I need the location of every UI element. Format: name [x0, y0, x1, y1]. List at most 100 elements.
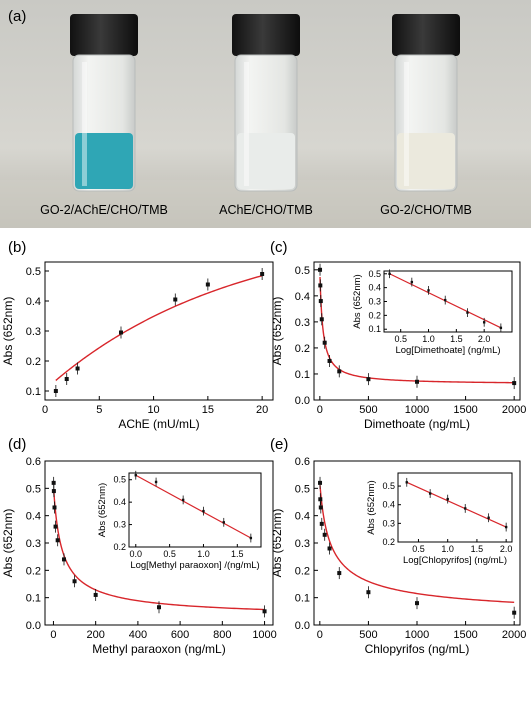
chart-c-x-tick-label: 1000 — [405, 404, 429, 416]
vial-2-liquid — [237, 133, 295, 189]
panel-label-a: (a) — [8, 8, 26, 25]
chart-b-fit-curve — [55, 275, 263, 382]
chart-c-y-tick-label: 0.5 — [295, 265, 310, 277]
panel-label-c: (c) — [270, 239, 288, 256]
chart-c-y-tick-label: 0.3 — [295, 317, 310, 329]
vial-3 — [392, 14, 460, 192]
chart-d-y-tick-label: 0.1 — [26, 593, 41, 605]
chart-c-inset-y-tick-label: 0.3 — [368, 297, 381, 307]
vial-3-cap — [392, 14, 460, 56]
chart-e-fit-curve — [319, 485, 515, 604]
chart-b-x-tick-label: 5 — [96, 404, 102, 416]
chart-e-y-axis-label: Abs (652nm) — [270, 509, 284, 578]
chart-c-x-tick-label: 0 — [317, 404, 323, 416]
vial-1-liquid — [75, 133, 133, 189]
vials-photo: (a) GO-2/AChE/CHO/TMB AChE/CHO/TMB GO-2/… — [0, 0, 531, 228]
chart-b-data-point — [119, 330, 123, 335]
chart-e-inset-data-point — [504, 525, 508, 529]
chart-e-inset-y-axis-label: Abs (652nm) — [366, 480, 377, 534]
chart-d-inset-y-tick-label: 0.3 — [113, 520, 126, 530]
chart-e-inset-data-point — [446, 497, 449, 501]
chart-e: (e) 0 500 1000 1500 2000 0.0 0.1 0.2 0.3 0.4 0.5 0.6… — [270, 436, 526, 656]
chart-e-inset-x-tick-label: 1.0 — [441, 544, 454, 554]
panel-label-d: (d) — [8, 436, 26, 453]
chart-d-inset-y-tick-label: 0.5 — [113, 475, 126, 485]
chart-b-y-tick-label: 0.1 — [26, 386, 41, 398]
chart-e-data-point — [318, 480, 323, 485]
vial-3-label: GO-2/CHO/TMB — [380, 203, 472, 217]
vial-1-label: GO-2/AChE/CHO/TMB — [40, 203, 168, 217]
vial-2-label: AChE/CHO/TMB — [219, 203, 313, 217]
chart-e-data-point — [337, 571, 342, 576]
chart-e-inset-y-tick-label: 0.4 — [382, 500, 395, 510]
chart-d-inset-fit-line — [135, 474, 252, 539]
vial-1 — [70, 14, 138, 192]
chart-d-data-point — [93, 592, 98, 597]
chart-c-inset-x-axis-label: Log[Dimethoate] (ng/mL) — [395, 345, 500, 356]
chart-e-data-point — [415, 601, 419, 606]
chart-e-data-point — [318, 505, 323, 510]
chart-d-x-tick-label: 1000 — [252, 629, 276, 641]
vial-3-highlight — [404, 62, 409, 186]
chart-d-x-tick-label: 0 — [50, 629, 56, 641]
chart-e-inset-data-point — [464, 507, 467, 510]
chart-e-y-tick-label: 0.3 — [295, 538, 310, 550]
chart-d-y-tick-label: 0.4 — [26, 511, 41, 523]
chart-d-y-tick-label: 0.2 — [26, 565, 41, 577]
chart-b-x-tick-label: 10 — [147, 404, 159, 416]
chart-d-x-tick-label: 600 — [171, 629, 189, 641]
chart-e-inset-x-axis-label: Log[Chlopyrifos] (ng/mL) — [403, 555, 507, 566]
chart-b-y-tick-label: 0.2 — [26, 356, 41, 368]
chart-c-data-point — [415, 379, 419, 384]
chart-d-inset-data-point — [134, 474, 137, 477]
chart-c-inset-y-tick-label: 0.5 — [368, 269, 381, 279]
chart-c-inset-data-point — [410, 280, 414, 284]
chart-c-y-axis-label: Abs (652nm) — [270, 297, 284, 366]
chart-c-data-point — [318, 299, 323, 304]
chart-c-data-point — [366, 377, 371, 382]
chart-c-data-point — [512, 381, 517, 386]
chart-b-x-tick-label: 0 — [42, 404, 48, 416]
chart-b-data-point — [173, 297, 178, 302]
chart-e-inset-x-tick-label: 2.0 — [500, 544, 513, 554]
chart-c-inset-data-point — [444, 298, 447, 302]
chart-e-inset-data-point — [405, 481, 408, 484]
chart-e-x-tick-label: 500 — [359, 629, 377, 641]
chart-e-x-tick-label: 1000 — [405, 629, 429, 641]
chart-e-data-point — [327, 546, 332, 551]
chart-c-inset-y-tick-label: 0.2 — [368, 310, 381, 320]
chart-c-data-point — [318, 267, 323, 272]
chart-b-data-point — [205, 282, 210, 287]
chart-b-data-point — [64, 377, 69, 381]
chart-c-inset: 0.5 1.0 1.5 2.00.10.20.30.40.5Log[Dimethoat… — [352, 269, 513, 356]
chart-c-data-point — [337, 369, 342, 374]
chart-e-inset-data-point — [487, 516, 490, 519]
chart-c-inset-data-point — [499, 326, 503, 330]
chart-d-data-point — [72, 579, 77, 584]
chart-b-x-tick-label: 15 — [202, 404, 214, 416]
chart-e-y-tick-label: 0.6 — [295, 456, 310, 468]
chart-b-y-tick-label: 0.5 — [26, 266, 41, 278]
chart-c-inset-data-point — [427, 289, 430, 292]
vial-2 — [232, 14, 300, 192]
chart-e-data-point — [366, 590, 371, 595]
chart-c-inset-x-tick-label: 1.0 — [422, 334, 435, 344]
chart-e-y-tick-label: 0.0 — [295, 620, 310, 632]
chart-e-data-point — [322, 532, 327, 537]
chart-d-data-point — [55, 538, 60, 543]
chart-c-x-tick-label: 500 — [359, 404, 377, 416]
chart-c-inset-x-tick-label: 1.5 — [450, 334, 463, 344]
chart-c-inset-data-point — [482, 321, 486, 324]
chart-e-x-tick-label: 2000 — [502, 629, 526, 641]
chart-d-y-tick-label: 0.3 — [26, 538, 41, 550]
chart-c: (c) 0 500 1000 1500 2000 0.0 0.1 0.2 0.3 0.4 0.5 Dim… — [270, 239, 526, 431]
chart-d-inset-y-tick-label: 0.4 — [113, 497, 126, 507]
vial-2-cap — [232, 14, 300, 56]
chart-d-inset-x-tick-label: 0.5 — [163, 549, 176, 559]
chart-b-x-tick-label: 20 — [256, 404, 268, 416]
chart-e-inset-frame — [397, 472, 513, 543]
chart-e-inset-fit-line — [406, 481, 507, 528]
chart-d-y-tick-label: 0.0 — [26, 620, 41, 632]
chart-c-inset-y-tick-label: 0.4 — [368, 283, 381, 293]
chart-d-data-point — [157, 605, 161, 610]
